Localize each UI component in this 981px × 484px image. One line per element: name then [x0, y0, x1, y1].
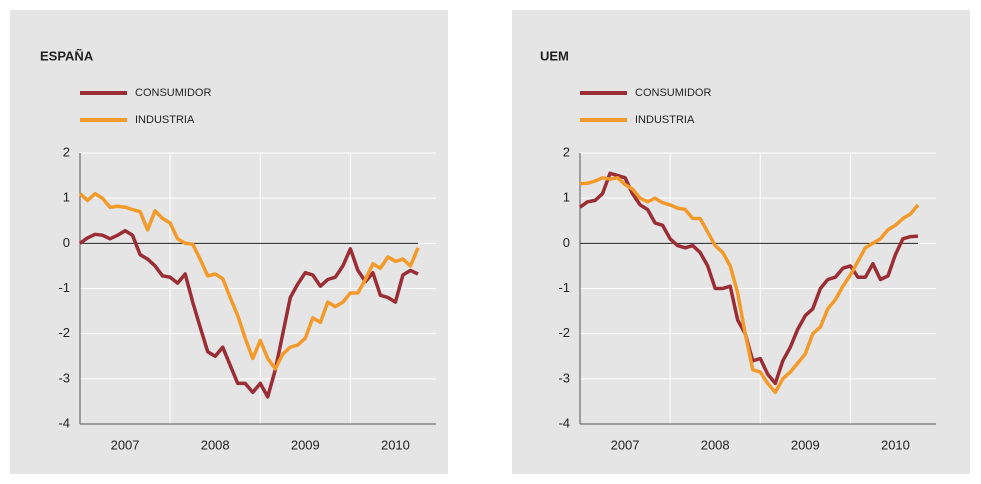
chart-title: UEM	[540, 48, 569, 63]
legend-label: INDUSTRIA	[635, 114, 695, 126]
x-tick-label: 2010	[381, 437, 410, 452]
x-tick-label: 2009	[291, 437, 320, 452]
y-tick-label: 2	[63, 144, 70, 159]
y-tick-label: 1	[563, 190, 570, 205]
y-tick-label: -3	[58, 370, 70, 385]
y-tick-label: -4	[558, 415, 570, 430]
series-line	[579, 176, 920, 395]
x-tick-label: 2007	[111, 437, 140, 452]
x-tick-label: 2009	[791, 437, 820, 452]
panel	[10, 10, 448, 474]
x-tick-label: 2010	[881, 437, 910, 452]
y-tick-label: 0	[63, 235, 70, 250]
y-tick-label: -2	[58, 325, 70, 340]
y-tick-label: 0	[563, 235, 570, 250]
x-tick-label: 2007	[611, 437, 640, 452]
x-tick-label: 2008	[701, 437, 730, 452]
y-tick-label: 2	[563, 144, 570, 159]
y-tick-label: -1	[558, 280, 570, 295]
y-tick-label: -3	[558, 370, 570, 385]
x-tick-label: 2008	[201, 437, 230, 452]
y-tick-label: -4	[58, 415, 70, 430]
y-tick-label: 1	[63, 190, 70, 205]
series-line	[78, 191, 420, 371]
panel	[512, 10, 970, 474]
chart-title: ESPAÑA	[40, 48, 94, 63]
y-tick-label: -2	[558, 325, 570, 340]
y-tick-label: -1	[58, 280, 70, 295]
series-line	[78, 228, 419, 399]
legend-label: CONSUMIDOR	[635, 87, 711, 99]
legend-label: INDUSTRIA	[135, 114, 195, 126]
legend-label: CONSUMIDOR	[135, 87, 211, 99]
